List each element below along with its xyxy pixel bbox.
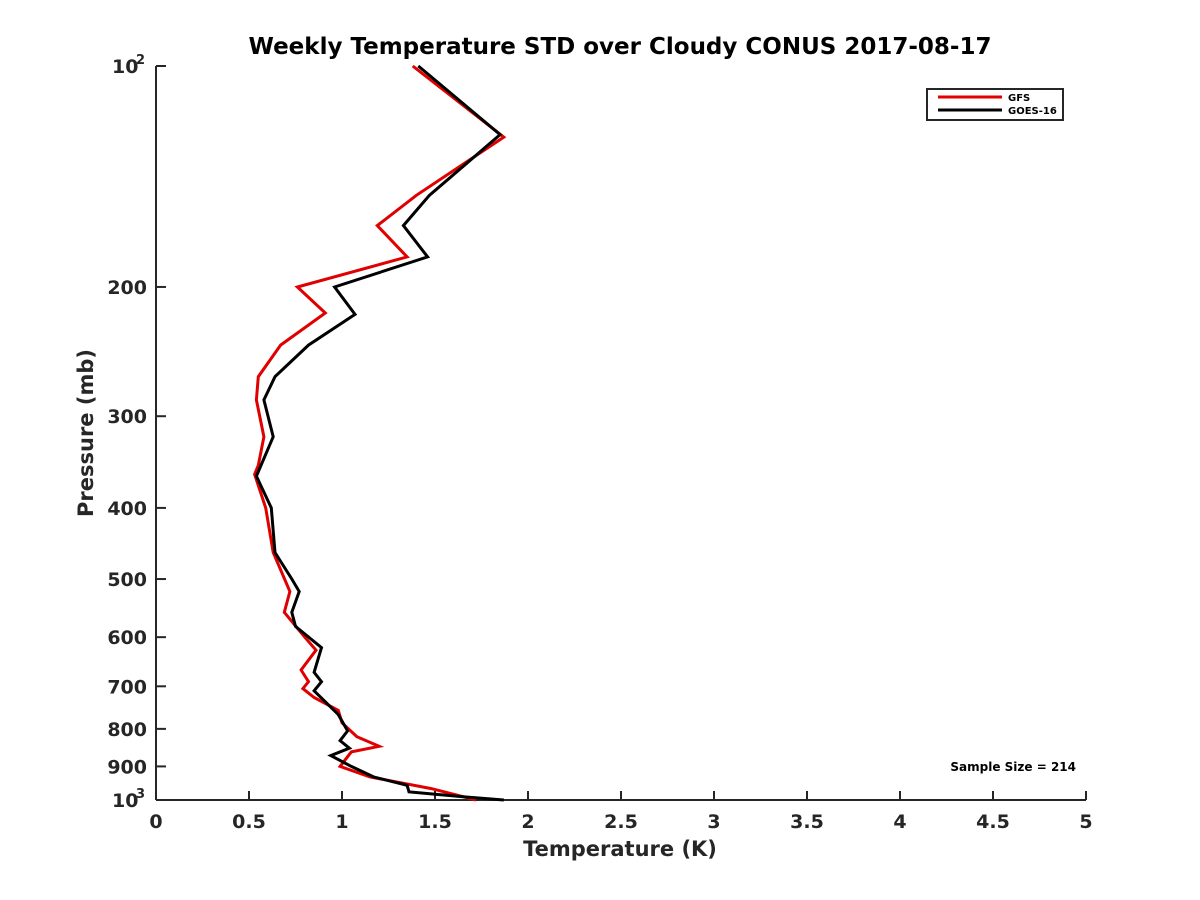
y-tick-label-base: 10 [112, 56, 138, 78]
x-tick-label: 1.5 [418, 811, 452, 833]
x-tick-label: 2.5 [604, 811, 638, 833]
y-tick-label: 800 [107, 719, 147, 741]
legend-box [926, 88, 1064, 121]
x-tick-label: 5 [1079, 811, 1092, 833]
y-tick-label: 200 [107, 277, 147, 299]
sample-size-annotation: Sample Size = 214 [950, 760, 1076, 774]
y-tick-label: 600 [107, 627, 147, 649]
x-tick-label: 4 [893, 811, 906, 833]
y-tick-label-base: 10 [112, 790, 138, 812]
x-tick-label: 3 [707, 811, 720, 833]
x-tick-label: 2 [521, 811, 534, 833]
legend: GFS GOES-16 [926, 88, 1064, 121]
x-ticks: 0 0.5 1 1.5 2 2.5 3 3.5 4 4.5 5 [149, 791, 1093, 833]
x-axis-title: Temperature (K) [523, 837, 717, 861]
y-tick-label: 400 [107, 498, 147, 520]
y-tick-label: 102 [112, 53, 145, 78]
x-tick-label: 4.5 [976, 811, 1010, 833]
y-tick-label: 103 [112, 787, 145, 812]
y-tick-label-exponent: 2 [136, 53, 145, 68]
series-line-gfs [253, 64, 507, 802]
series-line-goes16 [254, 64, 504, 802]
x-tick-label: 0.5 [232, 811, 266, 833]
y-axis-title: Pressure (mb) [74, 349, 98, 517]
y-tick-label-exponent: 3 [136, 787, 145, 802]
x-tick-label: 1 [335, 811, 348, 833]
series-layer [253, 64, 507, 802]
legend-label-goes16: GOES-16 [1008, 106, 1057, 117]
x-tick-label: 3.5 [790, 811, 824, 833]
y-tick-label: 700 [107, 676, 147, 698]
y-tick-label: 300 [107, 406, 147, 428]
y-tick-label: 500 [107, 569, 147, 591]
legend-label-gfs: GFS [1008, 93, 1030, 104]
y-tick-label: 900 [107, 756, 147, 778]
x-tick-label: 0 [149, 811, 162, 833]
chart-title: Weekly Temperature STD over Cloudy CONUS… [249, 34, 992, 60]
